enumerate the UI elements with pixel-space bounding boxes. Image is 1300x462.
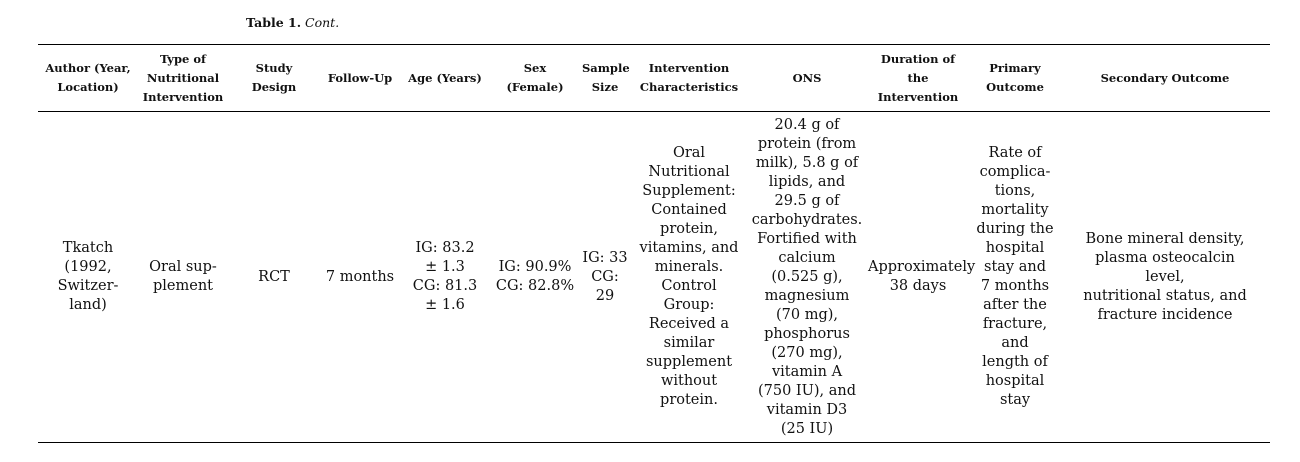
cell-sample-size: IG: 33 CG: 29 — [582, 249, 628, 304]
header-study-design: Study Design — [228, 44, 320, 112]
header-follow-up: Follow-Up — [320, 44, 400, 112]
header-intervention: Intervention Characteristics — [630, 44, 748, 112]
header-sex: Sex (Female) — [490, 44, 580, 112]
header-duration: Duration of the Intervention — [866, 44, 970, 112]
cell-follow-up: 7 months — [325, 268, 395, 285]
cell-author: Tkatch (1992, Switzer- land) — [57, 240, 119, 313]
cell-age: IG: 83.2 ± 1.3 CG: 81.3 ± 1.6 — [412, 240, 478, 313]
header-author: Author (Year, Location) — [38, 44, 138, 112]
header-primary-outcome: Primary Outcome — [970, 44, 1060, 112]
cell-secondary-outcome: Bone mineral density, plasma osteocalcin… — [1083, 230, 1247, 323]
table-caption: Table 1. Cont. — [246, 15, 339, 31]
header-secondary-outcome: Secondary Outcome — [1060, 44, 1270, 112]
cell-intervention: Oral Nutritional Supplement: Contained p… — [639, 145, 739, 408]
header-sample-size: Sample Size — [580, 44, 630, 112]
study-table: Author (Year, Location) Type of Nutritio… — [38, 44, 1270, 443]
cell-primary-outcome: Rate of complica- tions, mortality durin… — [976, 145, 1054, 408]
header-type: Type of Nutritional Intervention — [138, 44, 228, 112]
cell-sex: IG: 90.9% CG: 82.8% — [495, 259, 575, 294]
header-ons: ONS — [748, 44, 866, 112]
table-caption-continuation: Cont. — [305, 15, 340, 30]
table-header-row: Author (Year, Location) Type of Nutritio… — [38, 44, 1270, 112]
table-row: Tkatch (1992, Switzer- land) Oral sup- p… — [38, 112, 1270, 443]
header-age: Age (Years) — [400, 44, 490, 112]
cell-type: Oral sup- plement — [149, 259, 217, 294]
cell-ons: 20.4 g of protein (from milk), 5.8 g of … — [751, 116, 863, 437]
cell-duration: Approximately 38 days — [868, 259, 976, 294]
table-caption-label: Table 1. — [246, 15, 302, 30]
cell-study-design: RCT — [258, 268, 290, 285]
